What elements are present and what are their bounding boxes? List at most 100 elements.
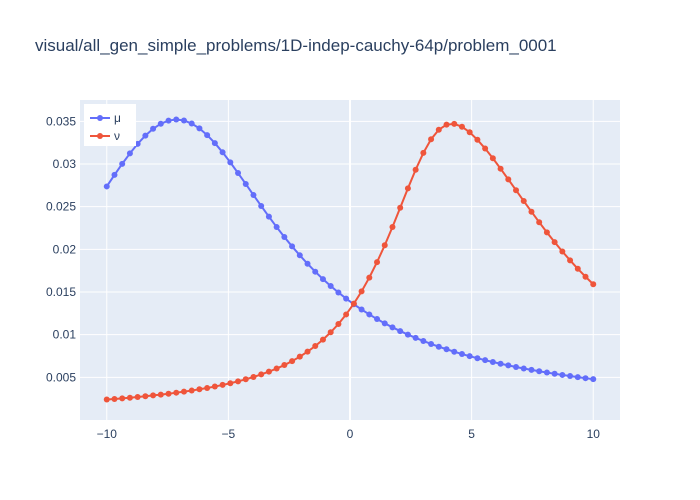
data-point[interactable] — [451, 120, 458, 127]
data-point[interactable] — [157, 391, 164, 398]
data-point[interactable] — [142, 393, 149, 400]
data-point[interactable] — [165, 390, 172, 397]
legend-item[interactable]: ν — [90, 129, 120, 143]
data-point[interactable] — [304, 348, 311, 355]
data-point[interactable] — [536, 368, 543, 375]
data-point[interactable] — [165, 117, 172, 124]
data-point[interactable] — [397, 204, 404, 211]
data-point[interactable] — [590, 376, 597, 383]
data-point[interactable] — [265, 368, 272, 375]
data-point[interactable] — [466, 129, 473, 136]
data-point[interactable] — [319, 336, 326, 343]
data-point[interactable] — [219, 149, 226, 156]
data-point[interactable] — [296, 252, 303, 259]
data-point[interactable] — [505, 176, 512, 183]
data-point[interactable] — [458, 351, 465, 358]
data-point[interactable] — [211, 383, 218, 390]
data-point[interactable] — [289, 243, 296, 250]
data-point[interactable] — [134, 393, 141, 400]
data-point[interactable] — [196, 125, 203, 132]
data-point[interactable] — [482, 145, 489, 152]
data-point[interactable] — [559, 248, 566, 255]
data-point[interactable] — [157, 120, 164, 127]
data-point[interactable] — [273, 365, 280, 372]
data-point[interactable] — [119, 160, 126, 167]
data-point[interactable] — [574, 374, 581, 381]
data-point[interactable] — [103, 396, 110, 403]
data-point[interactable] — [366, 311, 373, 318]
data-point[interactable] — [505, 362, 512, 369]
data-point[interactable] — [513, 364, 520, 371]
data-point[interactable] — [397, 328, 404, 335]
data-point[interactable] — [173, 116, 180, 123]
data-point[interactable] — [196, 386, 203, 393]
data-point[interactable] — [520, 365, 527, 372]
data-point[interactable] — [582, 375, 589, 382]
data-point[interactable] — [381, 242, 388, 249]
data-point[interactable] — [420, 337, 427, 344]
data-point[interactable] — [343, 311, 350, 318]
data-point[interactable] — [111, 171, 118, 178]
data-point[interactable] — [180, 117, 187, 124]
legend-item[interactable]: μ — [90, 111, 121, 125]
data-point[interactable] — [412, 166, 419, 173]
data-point[interactable] — [235, 378, 242, 385]
data-point[interactable] — [211, 140, 218, 147]
data-point[interactable] — [289, 358, 296, 365]
data-point[interactable] — [204, 132, 211, 139]
data-point[interactable] — [404, 331, 411, 338]
data-point[interactable] — [497, 165, 504, 172]
data-point[interactable] — [319, 276, 326, 283]
data-point[interactable] — [466, 353, 473, 360]
data-point[interactable] — [204, 385, 211, 391]
data-point[interactable] — [258, 202, 265, 209]
data-point[interactable] — [265, 213, 272, 220]
data-point[interactable] — [543, 369, 550, 376]
data-point[interactable] — [126, 150, 133, 157]
data-point[interactable] — [374, 259, 381, 266]
data-point[interactable] — [543, 229, 550, 236]
data-point[interactable] — [404, 185, 411, 192]
data-point[interactable] — [559, 371, 566, 378]
data-point[interactable] — [188, 387, 195, 394]
data-point[interactable] — [111, 396, 118, 403]
data-point[interactable] — [335, 321, 342, 327]
data-point[interactable] — [474, 355, 481, 362]
data-point[interactable] — [551, 370, 558, 377]
data-point[interactable] — [428, 340, 435, 347]
data-point[interactable] — [389, 324, 396, 331]
data-point[interactable] — [567, 373, 574, 380]
data-point[interactable] — [443, 346, 450, 353]
data-point[interactable] — [327, 283, 334, 290]
data-point[interactable] — [574, 265, 581, 272]
data-point[interactable] — [389, 223, 396, 230]
data-point[interactable] — [296, 353, 303, 360]
data-point[interactable] — [536, 219, 543, 226]
data-point[interactable] — [258, 371, 265, 378]
data-point[interactable] — [551, 239, 558, 246]
data-point[interactable] — [343, 295, 350, 302]
data-point[interactable] — [458, 123, 465, 130]
data-point[interactable] — [528, 208, 535, 215]
data-point[interactable] — [134, 140, 141, 147]
data-point[interactable] — [304, 260, 311, 267]
data-point[interactable] — [327, 329, 334, 336]
data-point[interactable] — [335, 289, 342, 296]
data-point[interactable] — [188, 120, 195, 127]
data-point[interactable] — [489, 155, 496, 162]
data-point[interactable] — [412, 334, 419, 341]
data-point[interactable] — [381, 320, 388, 327]
data-point[interactable] — [103, 183, 110, 190]
data-point[interactable] — [474, 136, 481, 143]
data-point[interactable] — [567, 257, 574, 264]
data-point[interactable] — [513, 187, 520, 194]
data-point[interactable] — [281, 362, 288, 369]
data-point[interactable] — [582, 273, 589, 280]
data-point[interactable] — [281, 233, 288, 240]
data-point[interactable] — [180, 388, 187, 395]
data-point[interactable] — [428, 136, 435, 143]
data-point[interactable] — [242, 376, 249, 383]
legend[interactable]: μν — [84, 104, 136, 146]
data-point[interactable] — [528, 366, 535, 373]
data-point[interactable] — [420, 149, 427, 156]
